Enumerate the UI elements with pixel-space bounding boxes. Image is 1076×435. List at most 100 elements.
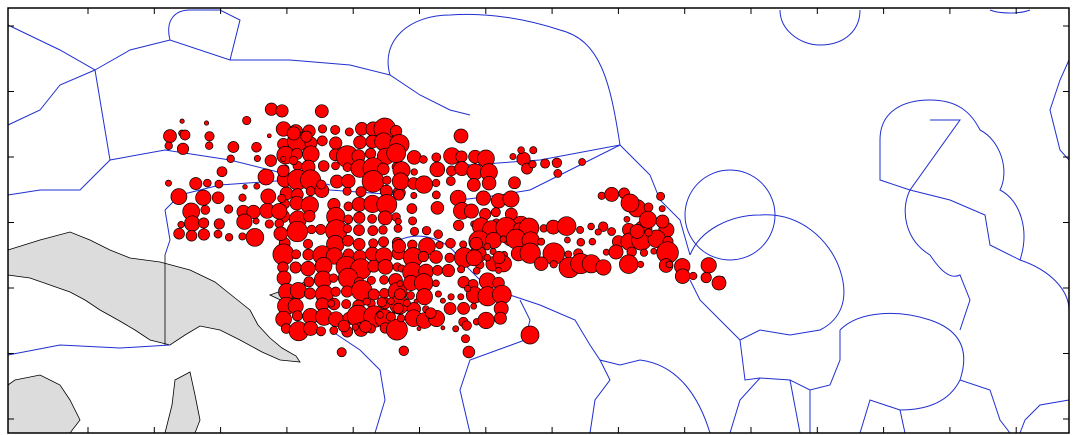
bubble	[469, 236, 483, 251]
bubble	[302, 238, 314, 249]
bubble	[164, 141, 173, 150]
bubble	[289, 282, 307, 300]
bubble	[245, 228, 265, 247]
frame	[7, 7, 1070, 434]
bubble	[329, 326, 339, 335]
bubble	[362, 297, 371, 306]
bubble	[459, 240, 468, 249]
bubble	[304, 287, 316, 300]
bubble	[185, 229, 198, 242]
bubble	[410, 192, 418, 199]
bubble	[429, 250, 443, 264]
bubble	[629, 224, 645, 239]
bubble	[416, 326, 422, 332]
bubble	[462, 345, 476, 359]
bubble	[213, 218, 225, 230]
bubble	[391, 172, 410, 191]
bubble	[277, 164, 290, 178]
bubble	[386, 311, 396, 322]
bubble	[588, 237, 597, 246]
bubble	[455, 150, 468, 163]
bubble	[608, 244, 624, 260]
bubble	[341, 285, 354, 298]
bubble	[553, 169, 563, 178]
bubble	[540, 158, 551, 169]
bubble	[433, 229, 443, 240]
bubble	[368, 238, 379, 249]
bubble	[444, 252, 455, 263]
bubble	[179, 118, 185, 124]
bubble	[377, 162, 390, 176]
bubble	[252, 217, 260, 225]
bubble	[394, 288, 406, 301]
bubble	[602, 248, 610, 256]
bubble	[431, 152, 442, 163]
bubble	[367, 213, 377, 224]
bubble	[453, 219, 465, 231]
bubble	[189, 177, 203, 191]
bubble	[549, 260, 558, 269]
bubble	[226, 154, 235, 163]
bubble	[376, 296, 387, 308]
bubble	[330, 286, 341, 297]
bubble	[492, 284, 512, 305]
bubble	[303, 320, 319, 336]
bubble	[377, 210, 393, 226]
bubble	[317, 124, 328, 134]
bubble	[205, 141, 214, 150]
bubble	[409, 226, 420, 236]
bubble	[502, 190, 520, 208]
bubble	[481, 175, 497, 191]
bubble	[623, 215, 631, 223]
bubble	[179, 129, 191, 141]
bubble	[386, 143, 407, 163]
bubble	[253, 154, 261, 163]
bubble	[353, 224, 365, 236]
bubble	[352, 238, 366, 251]
bubble	[689, 271, 698, 281]
bubble	[286, 126, 301, 141]
bubble	[432, 265, 443, 276]
bubble	[378, 225, 388, 235]
bubble	[317, 160, 330, 172]
bubble	[483, 253, 492, 262]
bubble	[236, 213, 253, 230]
bubble	[355, 186, 367, 198]
bubble	[402, 299, 411, 307]
bubble	[658, 205, 666, 213]
bubbles	[163, 102, 727, 359]
bubble	[367, 225, 379, 236]
bubble	[330, 124, 341, 135]
bubble	[452, 325, 460, 333]
bubble	[435, 240, 444, 250]
bubble	[598, 221, 609, 232]
bubble	[216, 166, 228, 178]
bubble	[445, 238, 456, 249]
bubble	[377, 259, 394, 275]
bubble	[509, 153, 517, 161]
bubble	[276, 270, 292, 286]
bubble	[534, 256, 549, 271]
bubble	[170, 188, 188, 205]
bubble	[465, 249, 483, 267]
bubble	[227, 141, 240, 153]
bubble	[637, 260, 645, 268]
bubble	[328, 273, 339, 283]
bubble	[327, 299, 336, 308]
bubble	[413, 298, 419, 304]
bubble	[415, 288, 433, 306]
bubble	[366, 275, 376, 285]
bubble	[429, 161, 446, 178]
bubble	[302, 145, 320, 163]
bubble	[289, 261, 302, 274]
bubble	[517, 146, 525, 154]
bubble	[508, 176, 521, 190]
bubble	[483, 242, 491, 251]
bubble	[291, 310, 303, 322]
bubble	[430, 201, 445, 215]
bubble	[260, 188, 277, 205]
bubble	[203, 178, 212, 188]
bubble	[271, 203, 288, 220]
bubble	[564, 236, 571, 244]
